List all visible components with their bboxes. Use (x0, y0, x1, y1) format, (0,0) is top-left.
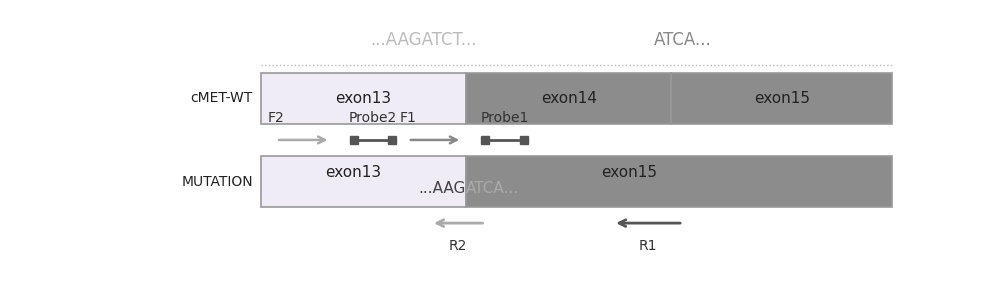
Text: ...AAG: ...AAG (419, 181, 466, 196)
Text: exon13: exon13 (326, 165, 382, 180)
Text: Probe2: Probe2 (349, 111, 397, 125)
Text: exon13: exon13 (335, 91, 391, 106)
Text: R1: R1 (639, 239, 657, 253)
Bar (261, 73, 466, 124)
Text: ATCA...: ATCA... (654, 31, 712, 49)
Bar (671, 73, 892, 124)
Bar (466, 156, 892, 207)
Text: ATCA...: ATCA... (466, 181, 519, 196)
Text: cMET-WT: cMET-WT (191, 92, 253, 105)
Bar (466, 73, 671, 124)
Text: exon15: exon15 (601, 165, 657, 180)
Text: Probe1: Probe1 (481, 111, 529, 125)
Text: MUTATION: MUTATION (181, 175, 253, 188)
Text: F2: F2 (268, 111, 285, 125)
Text: R2: R2 (449, 239, 467, 253)
Text: exon14: exon14 (541, 91, 597, 106)
Text: ...AAGATCT...: ...AAGATCT... (370, 31, 477, 49)
Text: F1: F1 (399, 111, 416, 125)
Bar (261, 156, 466, 207)
Text: exon15: exon15 (754, 91, 810, 106)
